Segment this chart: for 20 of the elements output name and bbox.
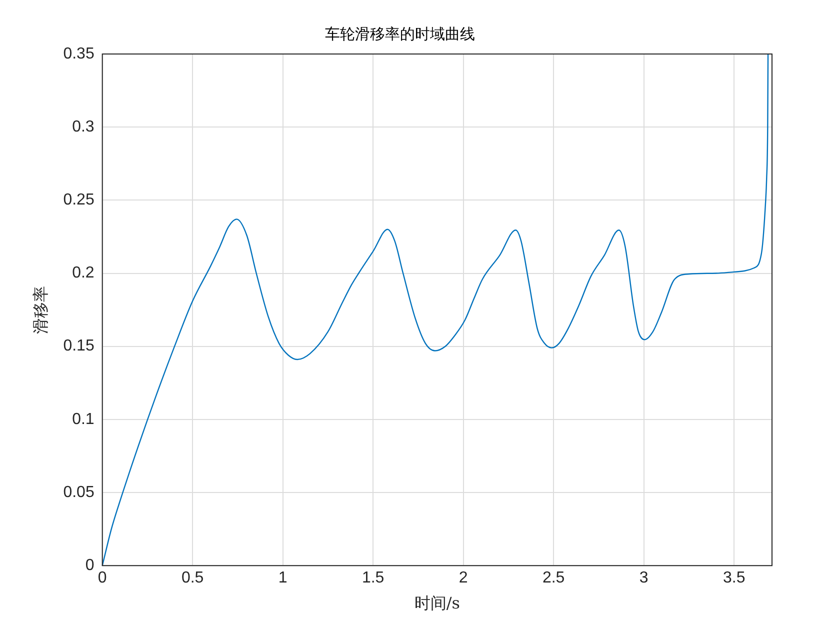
x-tick-label: 1.5 — [362, 570, 384, 587]
y-tick-label: 0.2 — [72, 264, 94, 282]
x-tick-label: 3.5 — [722, 570, 746, 587]
x-tick-label: 2.5 — [542, 570, 565, 587]
y-tick-label: 0.3 — [72, 118, 94, 136]
x-tick-label: 0.5 — [181, 570, 204, 587]
x-tick-label: 2 — [458, 570, 468, 587]
x-tick-label: 3 — [639, 570, 648, 587]
x-tick-label: 0 — [98, 570, 107, 587]
y-tick-label: 0.1 — [72, 410, 94, 428]
x-axis-title: 时间/s — [414, 594, 460, 613]
y-tick-label: 0 — [85, 557, 94, 574]
y-tick-label: 0.05 — [63, 484, 94, 501]
y-tick-label: 0.15 — [63, 338, 94, 355]
line-series — [102, 53, 769, 566]
x-tick-label: 1 — [278, 570, 288, 587]
y-tick-label: 0.25 — [63, 192, 94, 209]
y-tick-label: 0.35 — [63, 45, 94, 62]
chart-title: 车轮滑移率的时域曲线 — [325, 24, 475, 43]
y-axis-title: 滑移率 — [30, 286, 50, 334]
